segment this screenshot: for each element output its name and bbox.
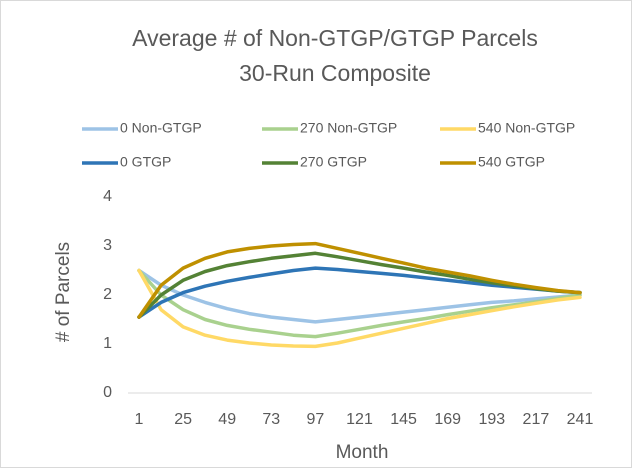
series-line	[137, 251, 582, 319]
x-tick-label: 121	[346, 411, 373, 428]
legend-label: 270 Non-GTGP	[300, 120, 397, 136]
y-axis-title: # of Parcels	[53, 242, 74, 342]
series-line	[137, 241, 582, 319]
y-tick-label: 3	[103, 237, 112, 254]
legend-label: 0 GTGP	[120, 154, 171, 170]
y-tick-label: 0	[103, 384, 112, 401]
x-tick-label: 217	[523, 411, 550, 428]
legend-label: 540 Non-GTGP	[478, 120, 575, 136]
series-line	[137, 266, 582, 319]
x-axis-title: Month	[336, 442, 389, 463]
legend-label: 540 GTGP	[478, 154, 545, 170]
legend-label: 270 GTGP	[300, 154, 367, 170]
x-tick-label: 97	[307, 411, 325, 428]
x-tick-label: 25	[174, 411, 192, 428]
series-line	[137, 268, 582, 349]
y-tick-label: 4	[103, 188, 112, 205]
x-tick-label: 193	[478, 411, 505, 428]
y-tick-label: 2	[103, 286, 112, 303]
x-tick-label: 1	[135, 411, 144, 428]
x-tick-label: 73	[262, 411, 280, 428]
x-tick-label: 145	[390, 411, 417, 428]
legend-label: 0 Non-GTGP	[120, 120, 202, 136]
x-tick-label: 169	[434, 411, 461, 428]
chart-title: Average # of Non-GTGP/GTGP Parcels	[132, 25, 538, 51]
chart-subtitle: 30-Run Composite	[239, 60, 431, 86]
y-tick-label: 1	[103, 335, 112, 352]
x-tick-label: 49	[218, 411, 236, 428]
series-line	[137, 268, 582, 339]
series-line	[137, 268, 582, 324]
x-tick-label: 241	[567, 411, 594, 428]
